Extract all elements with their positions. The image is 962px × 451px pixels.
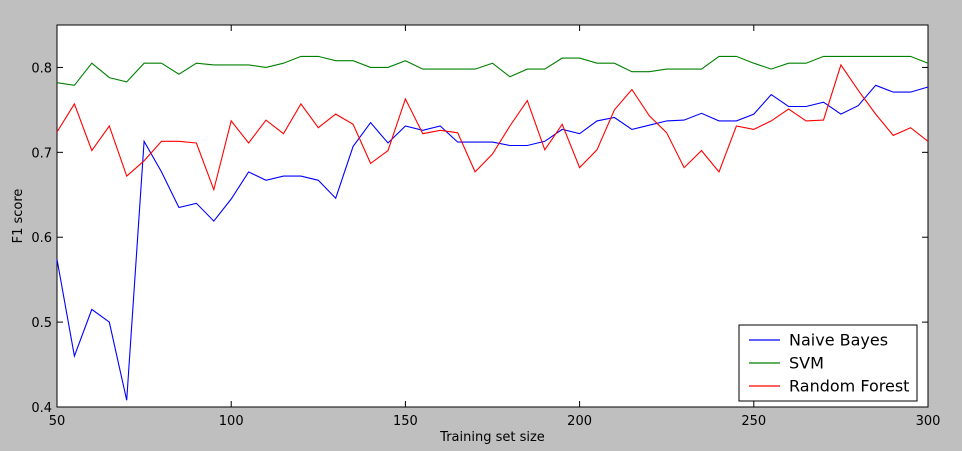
x-tick-label: 300 — [916, 414, 941, 429]
x-tick-label: 150 — [393, 414, 418, 429]
series-line-random-forest — [56, 63, 929, 192]
series-line-svm — [56, 55, 929, 86]
legend-label: SVM — [789, 354, 824, 373]
y-tick-label: 0.5 — [31, 316, 52, 331]
y-tick-label: 0.8 — [31, 61, 52, 76]
x-tick-label: 250 — [741, 414, 766, 429]
x-tick-label: 50 — [49, 414, 66, 429]
tick-layer: 50 100 150 200 250 300 0.4 0.5 0.6 0.7 0.8 — [31, 25, 940, 429]
x-axis-label: Training set size — [439, 430, 545, 445]
y-tick-label: 0.4 — [31, 401, 52, 416]
legend-label: Naive Bayes — [789, 331, 888, 350]
y-axis-label: F1 score — [11, 189, 26, 244]
legend: Naive Bayes SVM Random Forest — [738, 324, 918, 402]
y-tick-label: 0.7 — [31, 146, 52, 161]
y-tick-label: 0.6 — [31, 231, 52, 246]
series-layer — [56, 55, 929, 401]
series-line-naive-bayes — [56, 84, 929, 401]
x-tick-label: 100 — [219, 414, 244, 429]
legend-label: Random Forest — [789, 377, 909, 396]
x-tick-label: 200 — [567, 414, 592, 429]
